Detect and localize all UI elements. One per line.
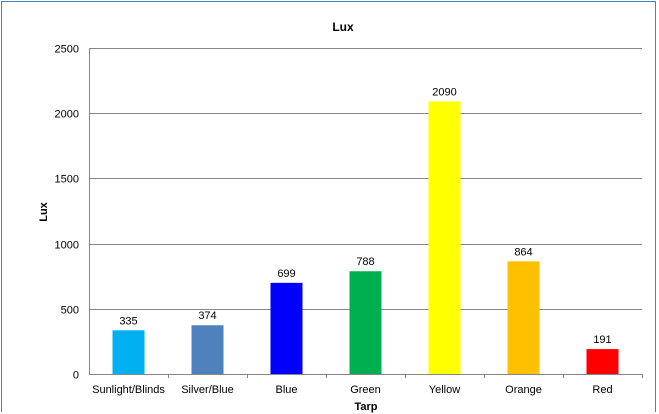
bar <box>428 101 461 375</box>
bars <box>112 101 619 375</box>
data-label: 335 <box>119 315 137 327</box>
data-label: 699 <box>277 268 295 280</box>
x-tick-label: Orange <box>505 384 542 396</box>
bar <box>112 330 145 374</box>
data-label: 2090 <box>432 86 456 98</box>
data-label: 374 <box>198 310 216 322</box>
data-label: 788 <box>356 256 374 268</box>
chart-title: Lux <box>332 20 354 34</box>
y-tick-label: 0 <box>73 370 79 382</box>
data-labels: 335 374 699 788 2090 864 191 <box>119 86 611 346</box>
bar <box>507 261 540 374</box>
y-tick-label: 2500 <box>55 44 79 56</box>
bar <box>270 282 303 374</box>
bar <box>191 325 224 374</box>
x-tick-label: Yellow <box>429 384 460 396</box>
data-label: 191 <box>593 334 611 346</box>
x-tick-label: Green <box>350 384 381 396</box>
x-tick-label: Silver/Blue <box>181 384 234 396</box>
bar <box>349 271 382 374</box>
y-tick-label: 1500 <box>55 174 79 186</box>
x-axis-ticks: Sunlight/Blinds Silver/Blue Blue Green Yello… <box>92 374 643 396</box>
bar <box>586 349 619 374</box>
x-axis-title: Tarp <box>354 401 377 413</box>
y-axis-title: Lux <box>38 201 50 221</box>
y-tick-label: 500 <box>61 305 79 317</box>
x-tick-label: Blue <box>275 384 297 396</box>
y-axis-ticks: 0 500 1000 1500 2000 2500 <box>55 44 79 382</box>
data-label: 864 <box>514 246 532 258</box>
y-tick-label: 2000 <box>55 109 79 121</box>
x-tick-label: Red <box>592 384 612 396</box>
x-tick-label: Sunlight/Blinds <box>92 384 165 396</box>
y-tick-label: 1000 <box>55 240 79 252</box>
